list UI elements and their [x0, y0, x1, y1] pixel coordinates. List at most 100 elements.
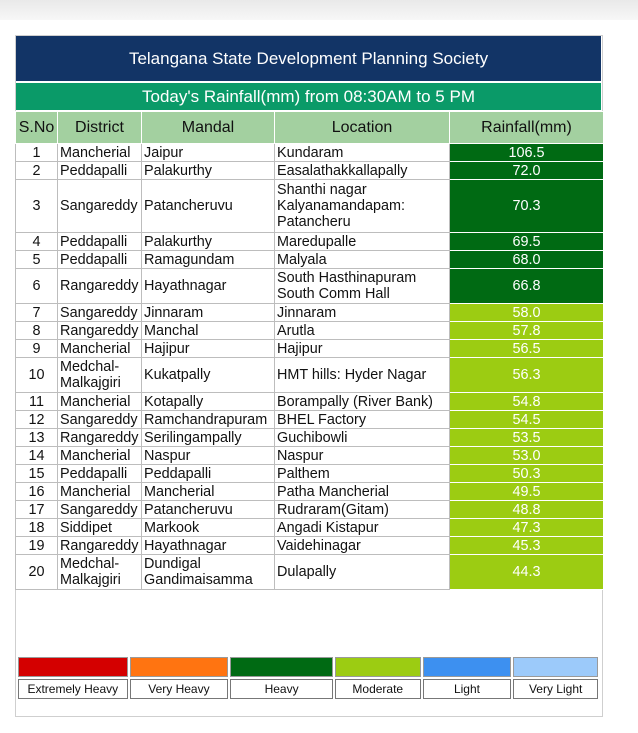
- table-row: 9 Mancherial Hajipur Hajipur 56.5: [15, 339, 604, 358]
- cell-mandal: Jinnaram: [141, 303, 275, 322]
- cell-mandal: Serilingampally: [141, 428, 275, 447]
- table-row: 13 Rangareddy Serilingampally Guchibowli…: [15, 428, 604, 447]
- cell-sno: 8: [15, 321, 58, 340]
- cell-district: Sangareddy: [57, 500, 142, 519]
- cell-location: Arutla: [274, 321, 450, 340]
- cell-rainfall: 72.0: [449, 161, 604, 180]
- cell-mandal: Mancherial: [141, 482, 275, 501]
- cell-sno: 4: [15, 232, 58, 251]
- cell-sno: 2: [15, 161, 58, 180]
- cell-rainfall: 58.0: [449, 303, 604, 322]
- cell-mandal: Palakurthy: [141, 161, 275, 180]
- table-row: 19 Rangareddy Hayathnagar Vaidehinagar 4…: [15, 536, 604, 555]
- table-row: 14 Mancherial Naspur Naspur 53.0: [15, 446, 604, 465]
- cell-rainfall: 45.3: [449, 536, 604, 555]
- cell-location: Hajipur: [274, 339, 450, 358]
- column-header-rainfall: Rainfall(mm): [449, 111, 604, 144]
- cell-district: Rangareddy: [57, 321, 142, 340]
- cell-district: Peddapalli: [57, 232, 142, 251]
- cell-location: Kundaram: [274, 143, 450, 162]
- table-row: 2 Peddapalli Palakurthy Easalathakkallap…: [15, 161, 604, 180]
- table-row: 16 Mancherial Mancherial Patha Mancheria…: [15, 482, 604, 501]
- cell-district: Mancherial: [57, 339, 142, 358]
- cell-mandal: Manchal: [141, 321, 275, 340]
- table-row: 15 Peddapalli Peddapalli Palthem 50.3: [15, 464, 604, 483]
- legend-swatch-extremely-heavy: [18, 657, 128, 677]
- legend-swatch-light: [422, 657, 512, 677]
- cell-mandal: Hayathnagar: [141, 536, 275, 555]
- cell-sno: 13: [15, 428, 58, 447]
- legend-label-heavy: Heavy: [230, 679, 333, 699]
- legend-swatch-very-heavy: [129, 657, 229, 677]
- cell-mandal: Palakurthy: [141, 232, 275, 251]
- cell-sno: 1: [15, 143, 58, 162]
- cell-rainfall: 54.8: [449, 392, 604, 411]
- cell-district: Rangareddy: [57, 268, 142, 304]
- table-row: 6 Rangareddy Hayathnagar South Hasthinap…: [15, 268, 604, 304]
- cell-mandal: Dundigal Gandimaisamma: [141, 554, 275, 590]
- legend-label-light: Light: [422, 679, 512, 699]
- cell-district: Sangareddy: [57, 303, 142, 322]
- rainfall-table: S.No District Mandal Location Rainfall(m…: [15, 111, 604, 590]
- legend-label-moderate: Moderate: [334, 679, 421, 699]
- column-header-sno: S.No: [15, 111, 58, 144]
- cell-mandal: Jaipur: [141, 143, 275, 162]
- cell-sno: 10: [15, 357, 58, 393]
- cell-location: South Hasthinapuram South Comm Hall: [274, 268, 450, 304]
- legend-swatch-heavy: [230, 657, 333, 677]
- cell-sno: 5: [15, 250, 58, 269]
- cell-district: Mancherial: [57, 143, 142, 162]
- cell-district: Siddipet: [57, 518, 142, 537]
- legend-swatch-moderate: [334, 657, 421, 677]
- cell-location: BHEL Factory: [274, 410, 450, 429]
- cell-location: Dulapally: [274, 554, 450, 590]
- cell-sno: 9: [15, 339, 58, 358]
- cell-location: Patha Mancherial: [274, 482, 450, 501]
- cell-mandal: Hayathnagar: [141, 268, 275, 304]
- cell-location: Jinnaram: [274, 303, 450, 322]
- cell-rainfall: 50.3: [449, 464, 604, 483]
- table-row: 10 Medchal-Malkajgiri Kukatpally HMT hil…: [15, 357, 604, 393]
- cell-district: Rangareddy: [57, 428, 142, 447]
- report-subtitle-text: Today's Rainfall(mm) from 08:30AM to 5 P…: [142, 86, 475, 106]
- cell-location: Shanthi nagar Kalyanamandapam: Patancher…: [274, 179, 450, 233]
- report-subtitle: Today's Rainfall(mm) from 08:30AM to 5 P…: [16, 83, 601, 110]
- cell-rainfall: 49.5: [449, 482, 604, 501]
- cell-rainfall: 44.3: [449, 554, 604, 590]
- cell-location: Malyala: [274, 250, 450, 269]
- legend-swatches: [18, 657, 600, 677]
- legend-swatch-very-light: [513, 657, 598, 677]
- cell-district: Peddapalli: [57, 161, 142, 180]
- cell-mandal: Ramchandrapuram: [141, 410, 275, 429]
- cell-mandal: Kukatpally: [141, 357, 275, 393]
- cell-location: Vaidehinagar: [274, 536, 450, 555]
- rainfall-legend: Extremely Heavy Very Heavy Heavy Moderat…: [18, 657, 600, 699]
- cell-location: Angadi Kistapur: [274, 518, 450, 537]
- cell-location: HMT hills: Hyder Nagar: [274, 357, 450, 393]
- cell-rainfall: 66.8: [449, 268, 604, 304]
- cell-district: Rangareddy: [57, 536, 142, 555]
- cell-sno: 6: [15, 268, 58, 304]
- report-title: Telangana State Development Planning Soc…: [16, 36, 601, 81]
- cell-sno: 18: [15, 518, 58, 537]
- cell-rainfall: 57.8: [449, 321, 604, 340]
- cell-sno: 12: [15, 410, 58, 429]
- top-bar: [0, 0, 638, 20]
- table-row: 17 Sangareddy Patancheruvu Rudraram(Gita…: [15, 500, 604, 519]
- cell-sno: 19: [15, 536, 58, 555]
- cell-sno: 14: [15, 446, 58, 465]
- report-title-text: Telangana State Development Planning Soc…: [128, 48, 489, 68]
- legend-labels: Extremely Heavy Very Heavy Heavy Moderat…: [18, 679, 600, 699]
- cell-rainfall: 69.5: [449, 232, 604, 251]
- cell-district: Peddapalli: [57, 250, 142, 269]
- cell-location: Guchibowli: [274, 428, 450, 447]
- table-header-row: S.No District Mandal Location Rainfall(m…: [15, 111, 604, 144]
- table-row: 11 Mancherial Kotapally Borampally (Rive…: [15, 392, 604, 411]
- cell-mandal: Peddapalli: [141, 464, 275, 483]
- legend-label-very-light: Very Light: [513, 679, 598, 699]
- table-row: 8 Rangareddy Manchal Arutla 57.8: [15, 321, 604, 340]
- cell-mandal: Markook: [141, 518, 275, 537]
- cell-district: Sangareddy: [57, 179, 142, 233]
- table-row: 7 Sangareddy Jinnaram Jinnaram 58.0: [15, 303, 604, 322]
- cell-mandal: Kotapally: [141, 392, 275, 411]
